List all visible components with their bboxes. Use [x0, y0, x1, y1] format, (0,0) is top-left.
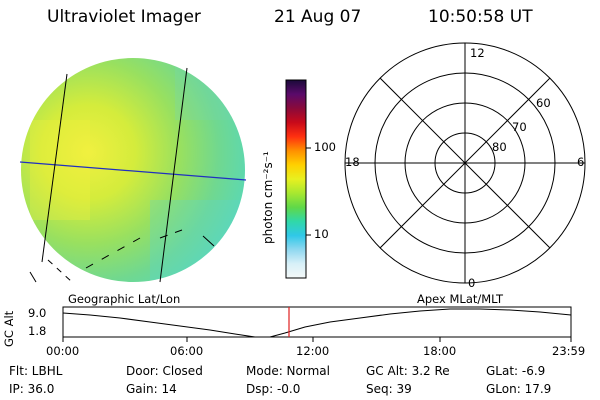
- colorbar-tick-10: 10: [314, 227, 329, 241]
- status-glon: GLon: 17.9: [486, 382, 552, 396]
- timeline-x-tick-1800: 18:00: [423, 344, 457, 358]
- status-filter: Flt: LBHL: [9, 364, 63, 378]
- timeline-right-title: Apex MLat/MLT: [417, 292, 504, 306]
- timeline-x-tick-0600: 06:00: [170, 344, 204, 358]
- time-label: 10:50:58 UT: [428, 7, 533, 27]
- uv-earth-disk: [19, 58, 247, 283]
- timeline-x-tick-0000: 00:00: [46, 344, 80, 358]
- status-gain: Gain: 14: [126, 382, 177, 396]
- date-label: 21 Aug 07: [274, 7, 362, 27]
- timeline-left-title: Geographic Lat/Lon: [68, 292, 181, 306]
- mlat-label-60: 60: [536, 96, 551, 110]
- status-glat: GLat: -6.9: [486, 364, 546, 378]
- mlat-label-70: 70: [512, 120, 527, 134]
- status-dsp: Dsp: -0.0: [246, 382, 301, 396]
- colorbar-unit-label: photon cm⁻²s⁻¹: [261, 151, 275, 244]
- timeline-y-tick-high: 9.0: [28, 306, 47, 320]
- mlat-label-80: 80: [492, 140, 507, 154]
- instrument-title: Ultraviolet Imager: [47, 7, 201, 27]
- status-seq: Seq: 39: [366, 382, 412, 396]
- colorbar: [285, 79, 311, 279]
- colorbar-tick-100: 100: [314, 140, 336, 154]
- timeline-x-tick-2359: 23:59: [552, 344, 586, 358]
- status-door: Door: Closed: [126, 364, 203, 378]
- polar-mlt-plot: [344, 42, 586, 284]
- orbit-timeline: [62, 306, 572, 342]
- timeline-y-tick-low: 1.8: [28, 324, 47, 338]
- mlt-label-0: 0: [468, 276, 476, 290]
- mlt-label-12: 12: [470, 46, 485, 60]
- status-mode: Mode: Normal: [246, 364, 330, 378]
- mlt-label-6: 6: [577, 155, 585, 169]
- status-ip: IP: 36.0: [9, 382, 55, 396]
- mlt-label-18: 18: [345, 155, 360, 169]
- timeline-y-axis-label: GC Alt: [2, 310, 16, 347]
- status-gc-alt: GC Alt: 3.2 Re: [366, 364, 450, 378]
- timeline-x-tick-1200: 12:00: [296, 344, 330, 358]
